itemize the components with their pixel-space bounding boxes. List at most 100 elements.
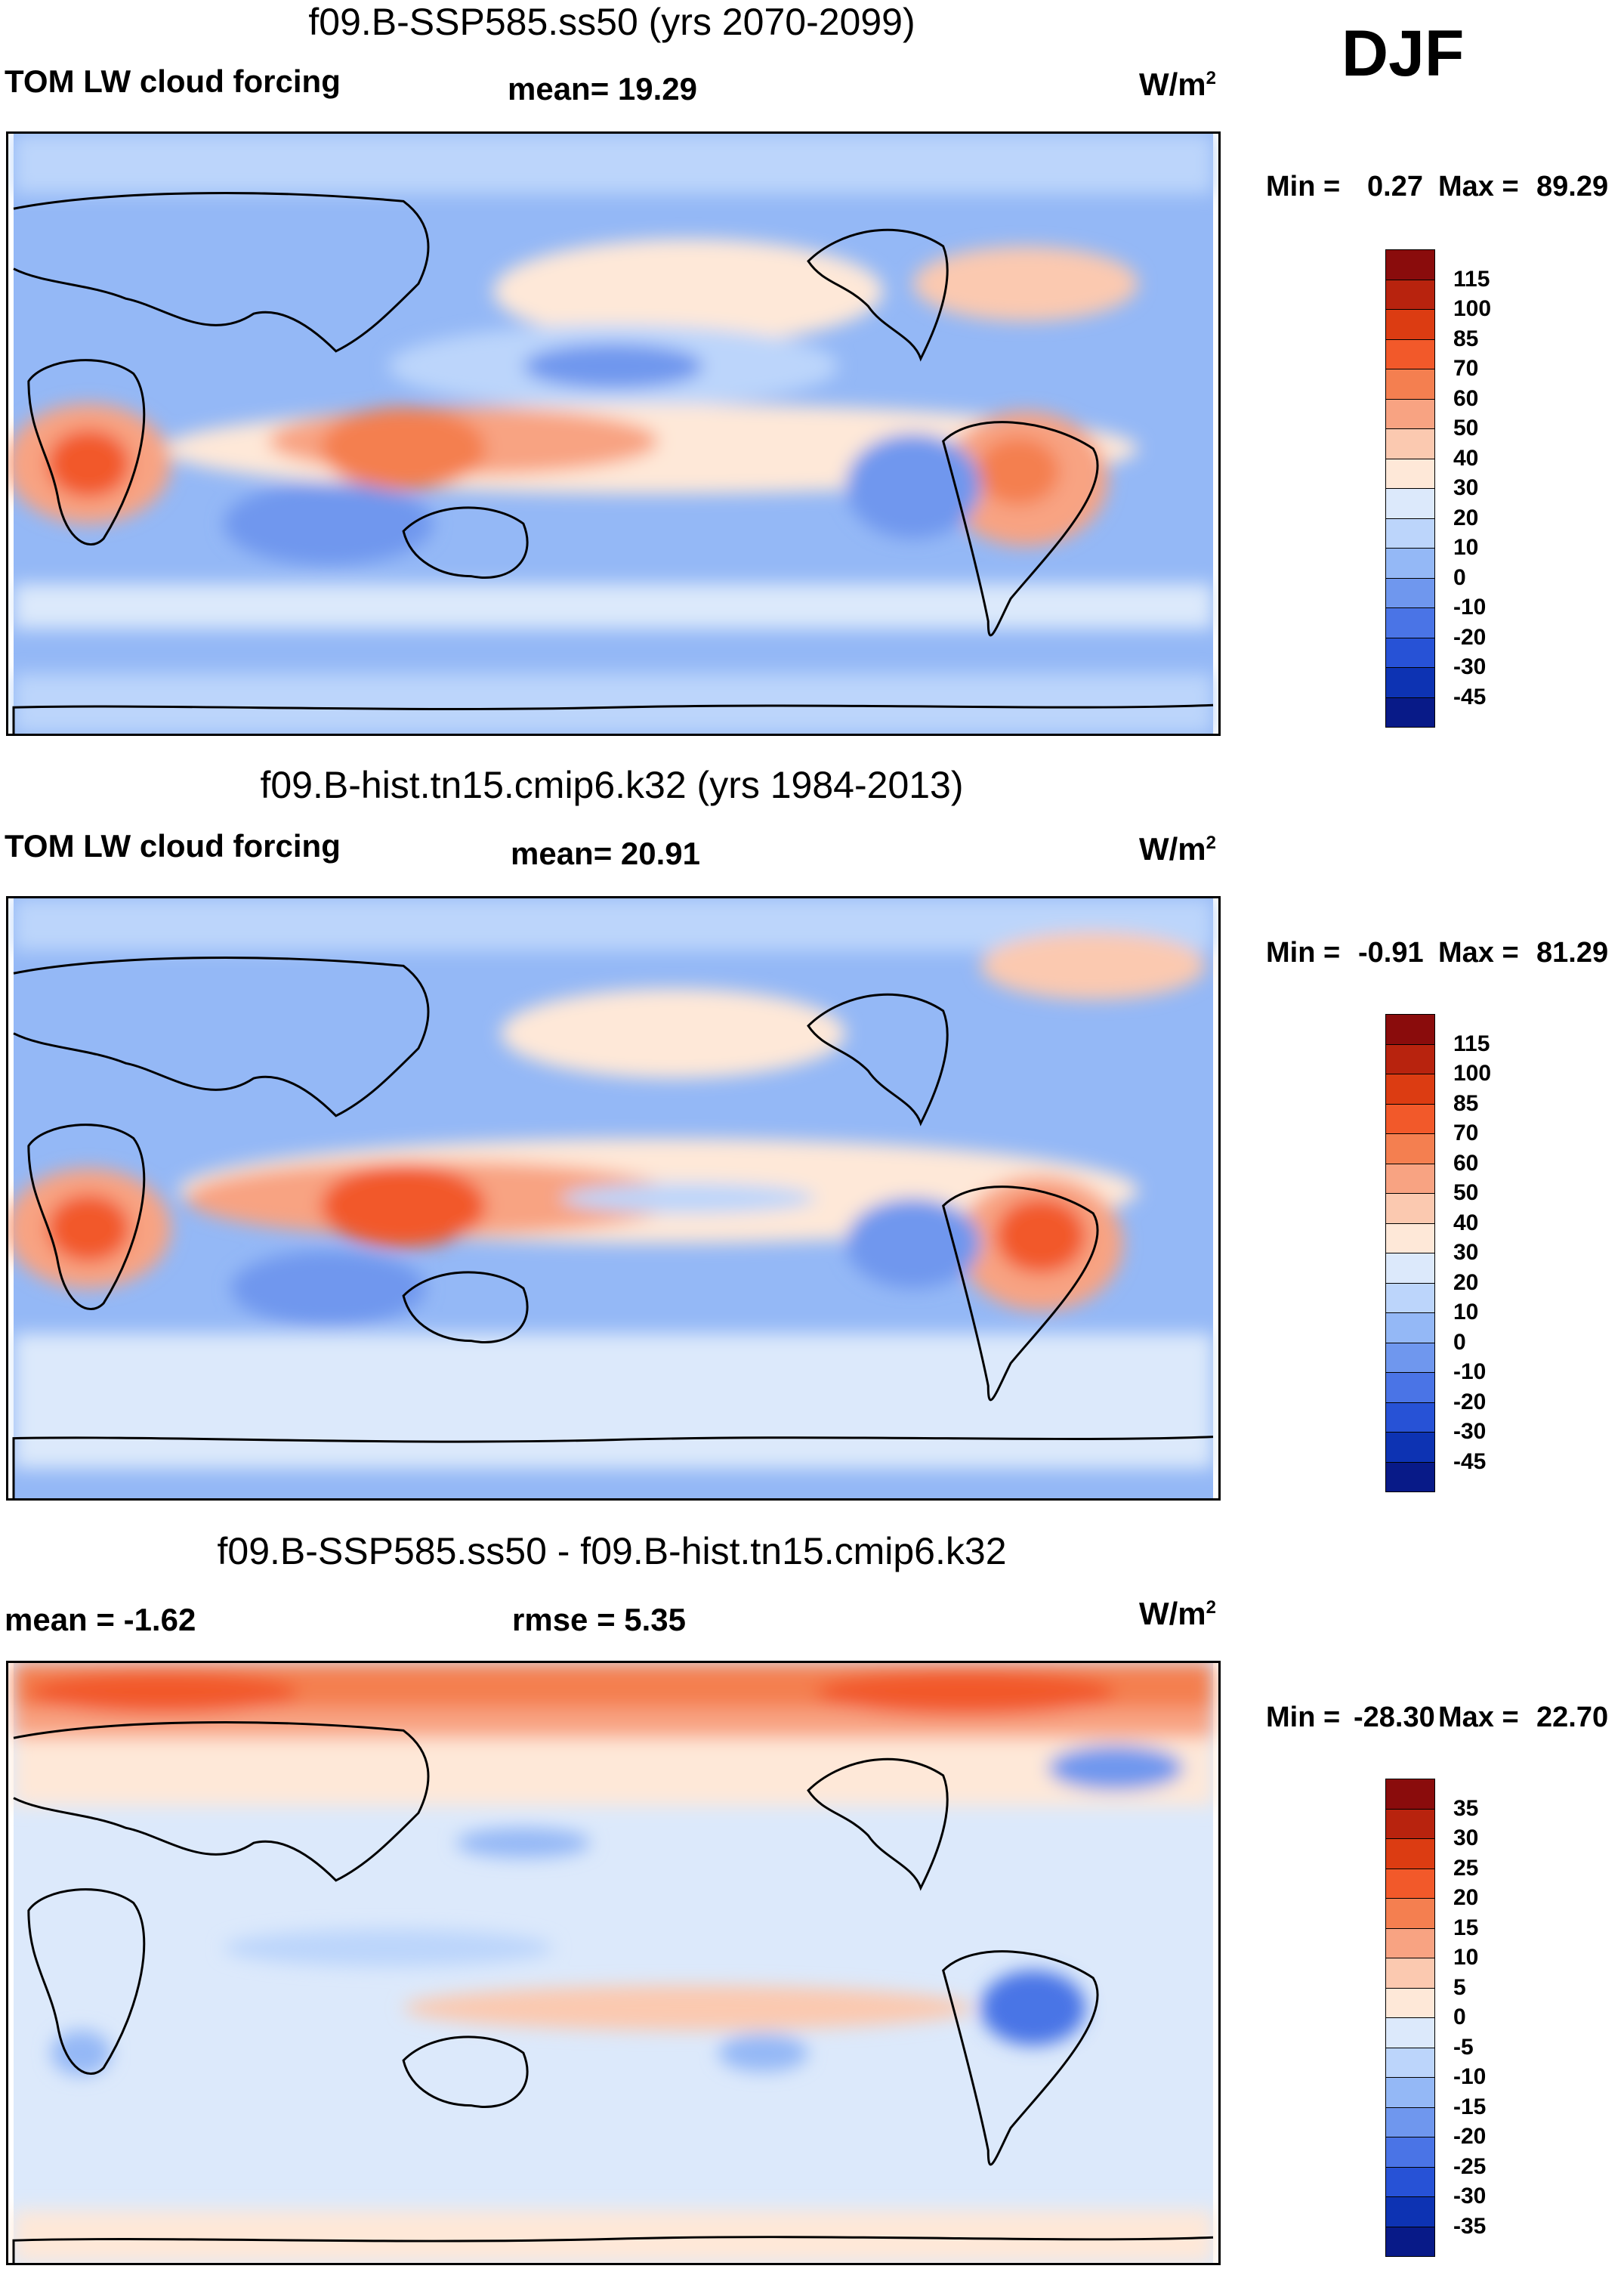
panel-3-min-value: -28.30: [1354, 1702, 1435, 1733]
panel-2-map: [6, 896, 1221, 1501]
panel-3-africa-outline: [27, 1888, 146, 2076]
panel-2-samerica-outline: [942, 1185, 1099, 1402]
panel-3-colorbar-swatch: [1385, 1898, 1435, 1929]
panel-1-colorbar-swatch: [1385, 338, 1435, 369]
panel-3-map-svg: [12, 1663, 1214, 2263]
panel-2-africa-core: [47, 1195, 130, 1263]
panel-2-antarctica-outline: [12, 1436, 1214, 1498]
panel-3-colorbar-swatch: [1385, 2166, 1435, 2197]
panel-2-coastlines: [12, 957, 1214, 1498]
panel-1-title: f09.B-SSP585.ss50 (yrs 2070-2099): [308, 1, 915, 43]
panel-1-colorbar-tick-label: -10: [1453, 595, 1487, 620]
panel-1-colorbar-swatch: [1385, 548, 1435, 579]
panel-3-colorbar-tick-label: 30: [1453, 1825, 1479, 1850]
panel-1-colorbar-swatch: [1385, 309, 1435, 340]
panel-1-colorbar-swatch: [1385, 428, 1435, 459]
panel-1-southern-band: [14, 583, 1213, 629]
panel-2-colorbar-tick-label: 30: [1453, 1240, 1479, 1265]
panel-2-colorbar-tick-label: -45: [1453, 1448, 1487, 1474]
panel-3-itcz-warm: [403, 1985, 974, 2031]
panel-2-colorbar-tick-label: -30: [1453, 1419, 1487, 1444]
panel-2-warmpool: [320, 1164, 486, 1247]
panel-1-samerica-outline: [942, 421, 1099, 637]
panel-3-coastlines: [12, 1721, 1214, 2263]
panel-1-units-text: W/m: [1139, 66, 1206, 102]
panel-3-colorbar-tick-label: -25: [1453, 2153, 1487, 2179]
panel-1-colorbar-tick-label: -45: [1453, 684, 1487, 709]
panel-2-colorbar-swatch: [1385, 1163, 1435, 1194]
panel-2-units-sup: 2: [1206, 833, 1217, 853]
panel-1-samerica-core: [977, 437, 1060, 505]
panel-3-eurasia-outline: [13, 1721, 430, 1882]
panel-3-colorbar-swatch: [1385, 1779, 1435, 1810]
panel-1-namerica-outline: [807, 228, 949, 362]
panel-2-namerica-outline: [807, 993, 949, 1127]
panel-1-coastlines: [12, 192, 1214, 734]
panel-1-eurasia-outline: [13, 192, 430, 353]
panel-1-colorbar-tick-label: 10: [1453, 535, 1479, 560]
panel-3-colorbar-swatch: [1385, 2226, 1435, 2257]
panel-3-antarctica-outline: [12, 2236, 1214, 2263]
panel-1-colorbar-swatch: [1385, 458, 1435, 489]
panel-1-min-label: Min =: [1266, 171, 1341, 202]
panel-2-units-text: W/m: [1139, 831, 1206, 867]
panel-3-africa-cold: [51, 2030, 112, 2076]
panel-1-max-label: Max =: [1438, 171, 1519, 202]
panel-3-map: [6, 1661, 1221, 2265]
panel-2-colorbar-swatch: [1385, 1282, 1435, 1313]
panel-2-colorbar-tick-label: 0: [1453, 1329, 1466, 1355]
panel-1-colorbar-tick-label: 50: [1453, 416, 1479, 440]
panel-2-sepac-low: [845, 1198, 981, 1289]
panel-2-mean-label: mean= 20.91: [511, 836, 701, 871]
panel-3-colorbar-tick-label: 0: [1453, 2005, 1466, 2029]
panel-2-natl-warm: [980, 932, 1206, 1000]
panel-1-colorbar-tick-label: 40: [1453, 445, 1479, 471]
panel-1-npac-warm: [493, 238, 884, 344]
panel-1-arctic-band: [14, 134, 1213, 194]
panel-1-australia-outline: [402, 506, 529, 579]
panel-1-colorbar-swatch: [1385, 279, 1435, 310]
panel-1-units-sup: 2: [1206, 68, 1217, 88]
panel-1-colorbar-swatch: [1385, 398, 1435, 429]
panel-2-colorbar-swatch: [1385, 1074, 1435, 1105]
panel-2-colorbar-tick-label: 100: [1453, 1061, 1492, 1086]
panel-3-npac-cold: [455, 1828, 591, 1859]
panel-3-amazon-cold: [980, 1970, 1086, 2046]
panel-2-sio-low: [230, 1250, 426, 1326]
panel-1-colorbar-swatch: [1385, 607, 1435, 638]
panel-1-colorbar-tick-label: 30: [1453, 475, 1479, 500]
panel-2-colorbar-swatch: [1385, 1461, 1435, 1492]
panel-1-africa-outline: [27, 359, 146, 546]
panel-3-midlat-band: [14, 1738, 1213, 1806]
panel-3-spac-cold: [718, 2034, 809, 2072]
panel-3-colorbar-tick-label: 35: [1453, 1795, 1479, 1821]
panel-2-min-label: Min =: [1266, 937, 1341, 969]
panel-1-colorbar-tick-label: 100: [1453, 296, 1492, 321]
panel-2-colorbar-tick-label: 85: [1453, 1090, 1479, 1116]
panel-3-max-label: Max =: [1438, 1702, 1519, 1733]
panel-2-min-value: -0.91: [1358, 937, 1424, 969]
panel-1-colorbar-swatch: [1385, 369, 1435, 400]
panel-1-min-value: 0.27: [1367, 171, 1423, 202]
season-label: DJF: [1341, 17, 1465, 90]
panel-3-units-sup: 2: [1206, 1597, 1217, 1618]
panel-1-colorbar-swatch: [1385, 697, 1435, 728]
panel-1-sio-low: [223, 482, 434, 565]
panel-3-colorbar-tick-label: 20: [1453, 1885, 1479, 1910]
panel-2-colorbar-tick-label: 115: [1453, 1031, 1490, 1056]
panel-1-colorbar-tick-label: 115: [1453, 266, 1490, 292]
panel-1-colorbar-swatch: [1385, 577, 1435, 608]
panel-2-colorbar-tick-label: 40: [1453, 1210, 1479, 1235]
panel-2-colorbar-tick-label: 20: [1453, 1269, 1479, 1295]
panel-3-units: W/m2: [1139, 1596, 1216, 1632]
panel-2-samerica-core: [996, 1198, 1086, 1274]
panel-2-australia-outline: [402, 1271, 529, 1343]
panel-2-eurasia-outline: [13, 957, 430, 1117]
panel-2-colorbar: 115 100 85 70 60 50 40 30 20 10 0 -10 -20 -30 -45: [1385, 1014, 1491, 1492]
panel-1-mean-label: mean= 19.29: [508, 71, 698, 107]
panel-2-left-label: TOM LW cloud forcing: [5, 828, 341, 864]
panel-1-colorbar-swatch: [1385, 637, 1435, 668]
panel-3-rmse-label: rmse = 5.35: [512, 1602, 687, 1637]
panel-3-natl-cold: [1048, 1745, 1184, 1791]
panel-3-arctic-hot: [815, 1670, 1116, 1716]
